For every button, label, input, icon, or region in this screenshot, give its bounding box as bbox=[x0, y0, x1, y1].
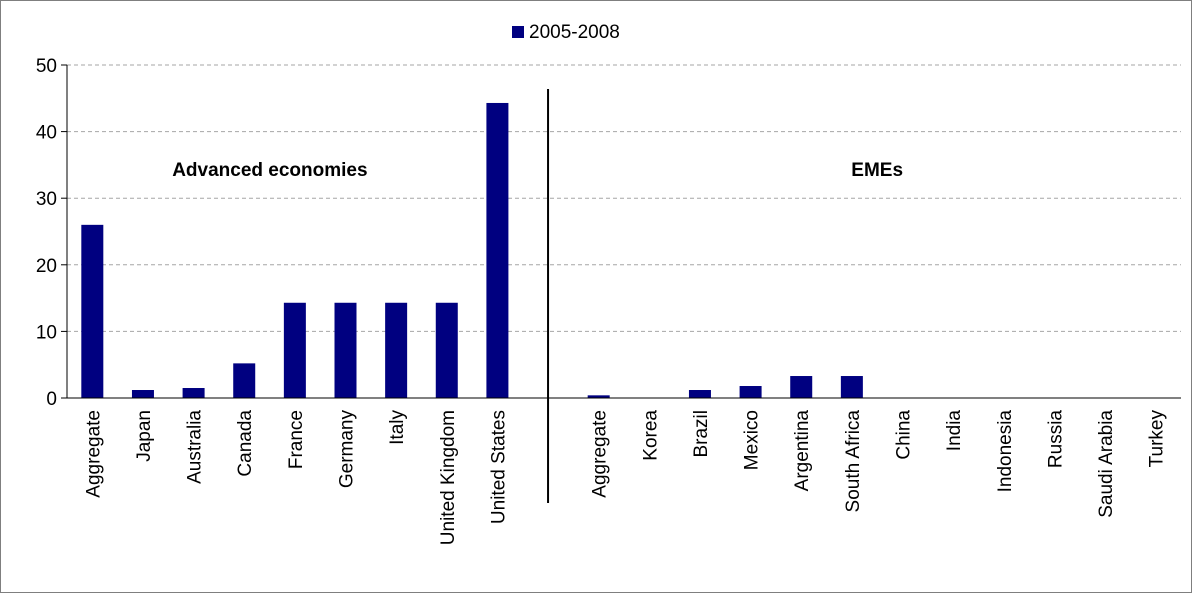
bar bbox=[435, 302, 458, 398]
bar bbox=[182, 388, 205, 398]
bar bbox=[688, 390, 711, 398]
x-tick-label: Aggregate bbox=[590, 410, 611, 498]
x-tick-label: France bbox=[286, 410, 307, 469]
labels: 0 10 20 30 40 50 Aggregate Japan Australia Canada… bbox=[36, 56, 1168, 545]
legend: 2005-2008 bbox=[512, 22, 620, 43]
y-tick-label: 20 bbox=[36, 256, 57, 277]
bar bbox=[283, 302, 306, 398]
bar bbox=[587, 395, 610, 398]
group-title: EMEs bbox=[851, 160, 903, 181]
x-tick-label: China bbox=[894, 410, 915, 460]
x-tick-label: Saudi Arabia bbox=[1096, 410, 1117, 518]
legend-label: 2005-2008 bbox=[529, 22, 620, 43]
x-tick-label: Canada bbox=[235, 410, 256, 477]
legend-swatch bbox=[512, 26, 524, 38]
x-tick-label: Korea bbox=[640, 410, 661, 461]
bar bbox=[233, 363, 256, 398]
y-tick-label: 40 bbox=[36, 123, 57, 144]
bar bbox=[334, 302, 357, 398]
bar bbox=[840, 376, 863, 398]
group-title: Advanced economies bbox=[172, 160, 367, 181]
bar bbox=[486, 102, 509, 398]
y-tick-label: 0 bbox=[46, 389, 57, 410]
x-tick-label: Argentina bbox=[792, 410, 813, 492]
bars bbox=[81, 102, 863, 398]
x-tick-label: Mexico bbox=[742, 410, 763, 470]
x-tick-label: Italy bbox=[387, 410, 408, 445]
x-tick-label: South Africa bbox=[843, 410, 864, 513]
x-tick-label: Russia bbox=[1045, 410, 1066, 469]
x-tick-label: United States bbox=[488, 410, 509, 524]
y-tick-label: 50 bbox=[36, 56, 57, 77]
bar bbox=[790, 376, 813, 398]
y-tick-label: 30 bbox=[36, 189, 57, 210]
x-tick-label: Japan bbox=[134, 410, 155, 462]
x-tick-label: Brazil bbox=[691, 410, 712, 458]
gridlines bbox=[67, 64, 1181, 332]
bar bbox=[81, 224, 104, 398]
axes bbox=[61, 64, 1181, 503]
x-tick-label: Indonesia bbox=[995, 410, 1016, 493]
y-tick-label: 10 bbox=[36, 322, 57, 343]
x-tick-label: United Kingdom bbox=[438, 410, 459, 545]
x-tick-label: Turkey bbox=[1147, 410, 1168, 468]
x-tick-label: Germany bbox=[337, 410, 358, 489]
bar bbox=[131, 390, 154, 398]
bar bbox=[739, 386, 762, 398]
x-tick-label: Aggregate bbox=[83, 410, 104, 498]
x-tick-label: India bbox=[944, 410, 965, 452]
bar bbox=[385, 302, 408, 398]
x-tick-label: Australia bbox=[185, 410, 206, 484]
